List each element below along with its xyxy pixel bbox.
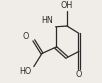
Text: OH: OH (61, 1, 73, 10)
Text: O: O (76, 70, 82, 79)
Text: HO: HO (19, 67, 31, 76)
Text: O: O (23, 32, 29, 41)
Text: HN: HN (42, 16, 53, 25)
